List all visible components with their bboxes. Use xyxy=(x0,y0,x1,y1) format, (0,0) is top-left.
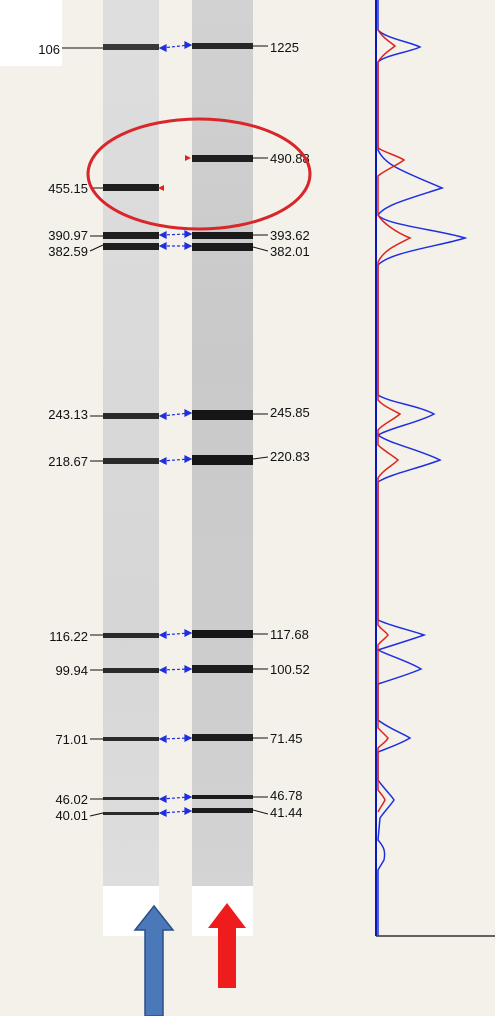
band-b-1 xyxy=(192,43,253,49)
bands-lane-b xyxy=(192,43,253,813)
right-size-label-8: 100.52 xyxy=(270,662,310,677)
band-link-arrows xyxy=(158,41,193,817)
band-b-11 xyxy=(192,808,253,813)
band-a-8 xyxy=(103,668,159,673)
tick-right-11 xyxy=(252,809,269,815)
link-arrow-2 xyxy=(158,230,193,239)
right-size-label-2: 490.88 xyxy=(270,151,310,166)
link-arrow-9 xyxy=(158,793,193,803)
left-size-label-5: 243.13 xyxy=(48,407,88,422)
gel-lane-sample-b xyxy=(192,0,253,890)
left-size-label-2: 455.15 xyxy=(48,181,88,196)
right-size-label-4: 382.01 xyxy=(270,244,310,259)
band-b-5 xyxy=(192,410,253,420)
tick-right-4 xyxy=(252,246,269,252)
band-b-7 xyxy=(192,630,253,638)
band-b-6 xyxy=(192,455,253,465)
right-size-label-7: 117.68 xyxy=(270,627,309,642)
tick-left-11 xyxy=(89,812,104,817)
left-size-label-10: 46.02 xyxy=(55,792,88,807)
link-arrow-6 xyxy=(158,629,193,639)
link-arrow-4 xyxy=(158,409,193,420)
band-b-4 xyxy=(192,243,253,251)
band-b-10 xyxy=(192,795,253,799)
unmatched-marker-a xyxy=(158,185,164,191)
left-size-label-9: 71.01 xyxy=(55,732,88,747)
left-size-label-6: 218.67 xyxy=(48,454,88,469)
link-arrow-8 xyxy=(158,734,193,743)
link-arrow-3 xyxy=(158,242,193,250)
trace-panel xyxy=(375,0,495,937)
band-a-11 xyxy=(103,812,159,815)
band-a-10 xyxy=(103,797,159,800)
right-size-label-3: 393.62 xyxy=(270,228,310,243)
trace-red-line xyxy=(377,29,412,813)
band-a-1 xyxy=(103,44,159,50)
right-size-label-5: 245.85 xyxy=(270,405,310,420)
band-a-9 xyxy=(103,737,159,741)
band-a-7 xyxy=(103,633,159,638)
left-size-label-3: 390.97 xyxy=(48,228,88,243)
gel-lane-sample-a xyxy=(103,0,159,890)
right-size-label-1: 1225 xyxy=(270,40,299,55)
bands-lane-a xyxy=(103,44,159,815)
link-arrow-7 xyxy=(158,665,193,674)
left-size-label-8: 99.94 xyxy=(55,663,88,678)
band-a-5 xyxy=(103,413,159,419)
tick-left-4 xyxy=(89,244,104,252)
right-size-label-6: 220.83 xyxy=(270,449,310,464)
band-a-6 xyxy=(103,458,159,464)
left-size-label-1: 106 xyxy=(38,42,60,57)
label-ticks-left xyxy=(62,47,104,817)
band-b-2 xyxy=(192,155,253,162)
left-size-label-4: 382.59 xyxy=(48,244,88,259)
highlight-circle xyxy=(86,117,312,231)
label-ticks-right xyxy=(252,45,269,815)
band-b-9 xyxy=(192,734,253,741)
up-arrow-red-icon xyxy=(208,903,246,988)
left-size-label-7: 116.22 xyxy=(49,629,88,644)
unmatched-marker-b xyxy=(185,155,191,161)
link-arrow-10 xyxy=(158,807,193,817)
band-a-3 xyxy=(103,232,159,239)
band-a-2 xyxy=(103,184,159,191)
tick-right-6 xyxy=(252,456,269,460)
band-a-4 xyxy=(103,243,159,250)
band-b-8 xyxy=(192,665,253,673)
left-size-label-11: 40.01 xyxy=(55,808,88,823)
link-arrow-1 xyxy=(158,41,193,52)
right-size-label-10: 46.78 xyxy=(270,788,303,803)
up-arrow-blue-icon xyxy=(133,904,175,1016)
right-size-label-11: 41.44 xyxy=(270,805,303,820)
corner-panel xyxy=(0,0,62,66)
trace-blue-line xyxy=(376,0,468,936)
band-b-3 xyxy=(192,232,253,239)
right-size-label-9: 71.45 xyxy=(270,731,303,746)
link-arrow-5 xyxy=(158,455,193,465)
